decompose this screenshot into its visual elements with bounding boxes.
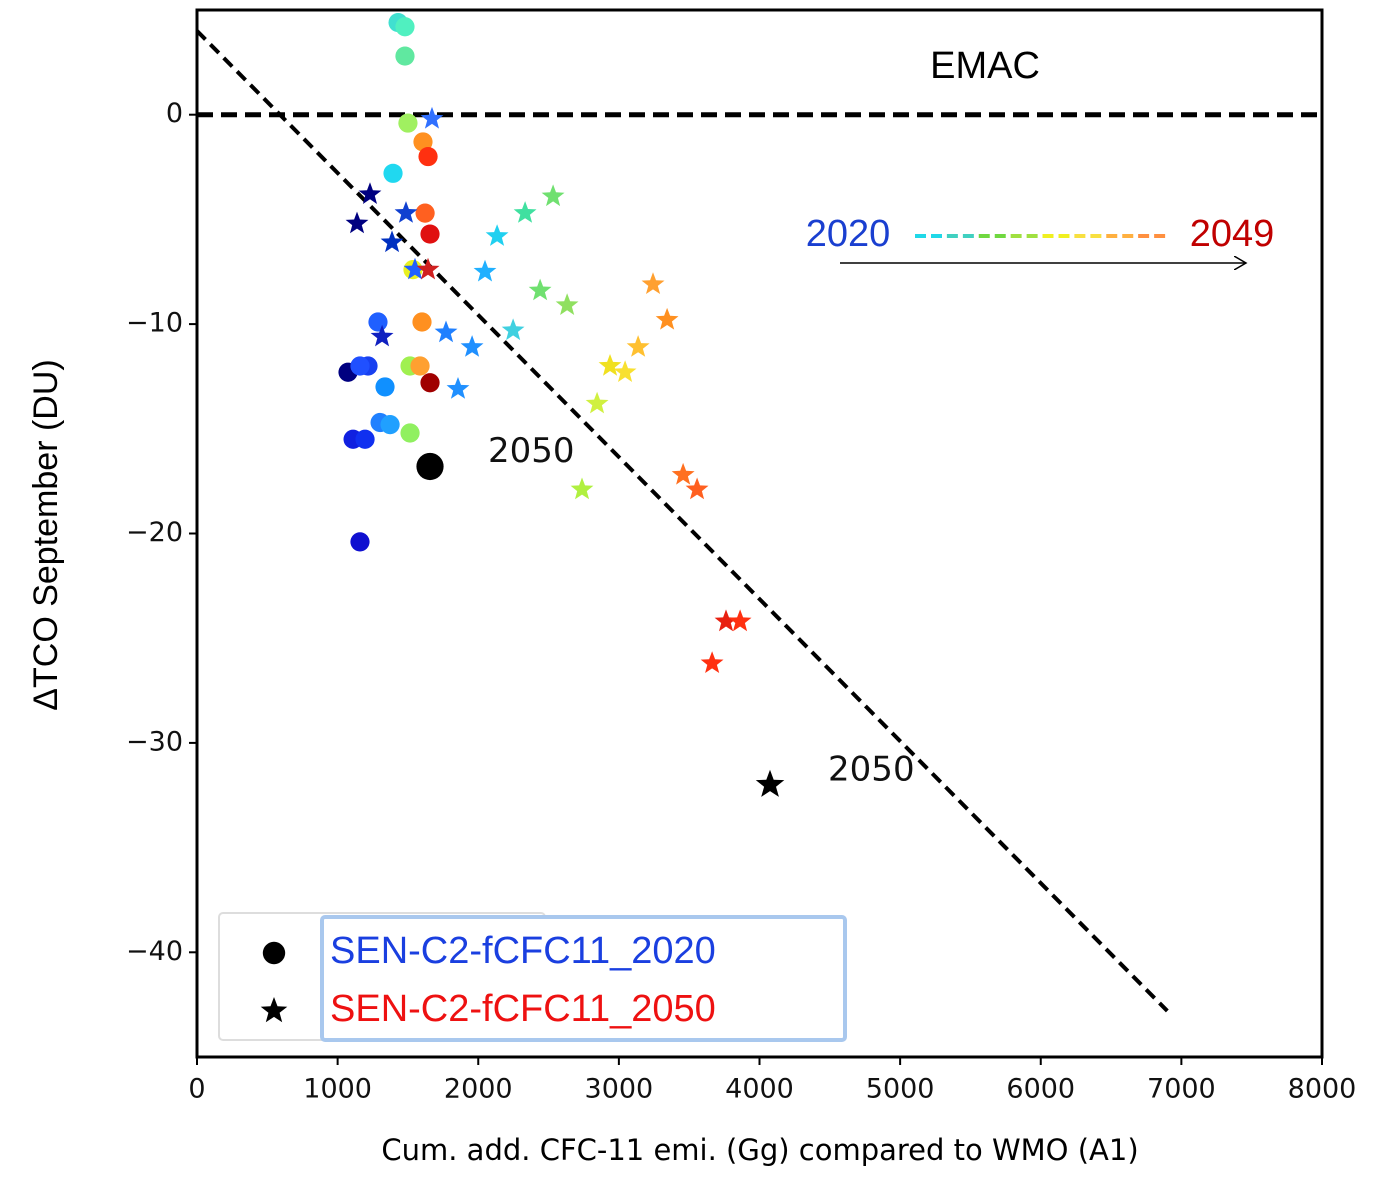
star-marker [598, 354, 622, 376]
circle-marker [420, 224, 440, 244]
circle-marker [350, 532, 370, 552]
star-marker [541, 184, 565, 207]
circle-marker [395, 46, 415, 66]
circle-marker [420, 373, 440, 393]
star-marker [613, 360, 637, 382]
star-marker [641, 272, 665, 294]
star-marker [460, 335, 484, 357]
star-marker [416, 257, 440, 280]
star-marker [714, 609, 738, 632]
year-start: 2020 [806, 213, 891, 255]
circle-marker [355, 429, 375, 449]
star-marker [528, 278, 552, 301]
circle-marker [412, 312, 432, 332]
y-axis-label: ΔTCO September (DU) [27, 359, 65, 710]
star-marker [260, 997, 288, 1023]
point-label: 2050 [488, 431, 575, 471]
x-tick-label: 1000 [303, 1074, 372, 1105]
x-tick-label: 2000 [444, 1074, 513, 1105]
star-marker [394, 201, 418, 223]
star-marker [570, 477, 594, 500]
model-label: EMAC [930, 45, 1040, 87]
star-marker [403, 257, 427, 280]
plot-area [197, 12, 1322, 1013]
year-end: 2049 [1190, 213, 1275, 255]
star-marker [585, 391, 609, 414]
x-axis-label: Cum. add. CFC-11 emi. (Gg) compared to W… [381, 1133, 1138, 1167]
star-marker [473, 259, 497, 282]
legend-label: SEN-C2-fCFC11_2020 [330, 930, 716, 972]
y-tick-label: 0 [166, 98, 183, 129]
fit-line [197, 29, 1169, 1013]
circle-marker [410, 356, 430, 376]
plot-frame [195, 8, 1324, 1059]
star-marker [501, 318, 525, 341]
x-tick-label: 5000 [866, 1074, 935, 1105]
star-marker [555, 293, 579, 315]
x-tick-label: 3000 [585, 1074, 654, 1105]
circle-marker [262, 941, 286, 965]
circle-marker [368, 312, 388, 332]
star-marker [655, 307, 679, 330]
circle-marker [380, 415, 400, 435]
star-marker [685, 477, 709, 500]
x-tick-label: 4000 [725, 1074, 794, 1105]
star-marker [626, 335, 650, 357]
circle-marker [395, 17, 415, 37]
circle-marker [350, 356, 370, 376]
star-marker [513, 201, 537, 223]
legend-label: SEN-C2-fCFC11_2050 [330, 988, 716, 1030]
star-marker [671, 462, 695, 485]
star-marker [370, 324, 394, 347]
x-tick-label: 7000 [1147, 1074, 1216, 1105]
star-marker [755, 769, 785, 797]
x-tick-label: 8000 [1288, 1074, 1357, 1105]
circle-marker [418, 146, 438, 167]
x-tick-label: 6000 [1006, 1074, 1075, 1105]
star-marker [485, 224, 509, 246]
legend-text-box [320, 915, 847, 1042]
x-tick-label: 0 [188, 1074, 205, 1105]
circle-marker [383, 163, 403, 183]
circle-marker [400, 423, 420, 443]
star-marker [380, 230, 404, 253]
star-marker [434, 320, 458, 343]
point-label: 2050 [828, 749, 915, 789]
y-tick-label: −20 [126, 517, 183, 548]
star-marker [345, 211, 369, 234]
star-marker [728, 609, 752, 632]
circle-marker [375, 377, 395, 397]
y-tick-label: −30 [126, 726, 183, 757]
circle-marker [415, 203, 435, 223]
circle-marker [413, 132, 433, 152]
star-marker [700, 651, 724, 673]
y-tick-label: −10 [126, 308, 183, 339]
y-tick-label: −40 [126, 936, 183, 967]
star-marker [358, 182, 382, 204]
circle-marker [416, 452, 444, 481]
star-marker [420, 106, 444, 129]
circle-marker [398, 113, 418, 133]
star-marker [446, 377, 470, 399]
